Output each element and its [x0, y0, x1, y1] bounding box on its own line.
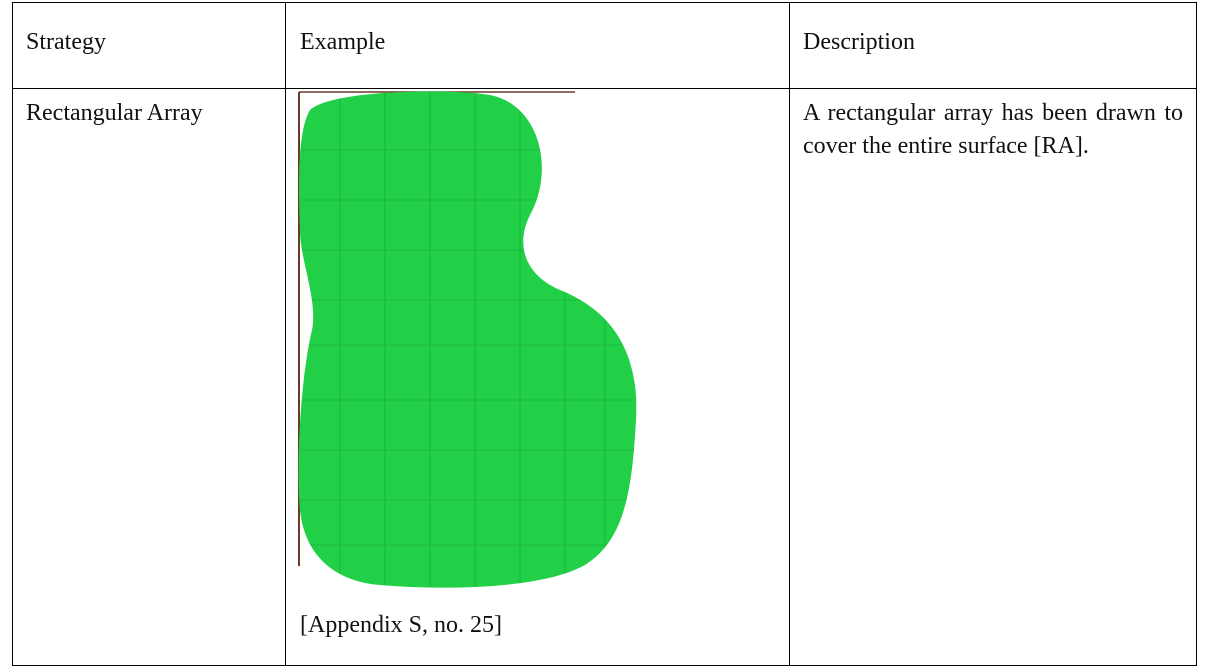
strategy-text: Rectangular Array: [26, 100, 203, 126]
body-cell: [12, 88, 286, 666]
header-text: Example: [300, 29, 386, 55]
body-cell: [789, 88, 1197, 666]
description-text: A rectangular array has been drawn to co…: [803, 100, 1183, 159]
example-image: [298, 91, 637, 588]
example-caption: [Appendix S, no. 25]: [300, 612, 502, 638]
header-text: Description: [803, 29, 915, 55]
header-text: Strategy: [26, 29, 106, 55]
